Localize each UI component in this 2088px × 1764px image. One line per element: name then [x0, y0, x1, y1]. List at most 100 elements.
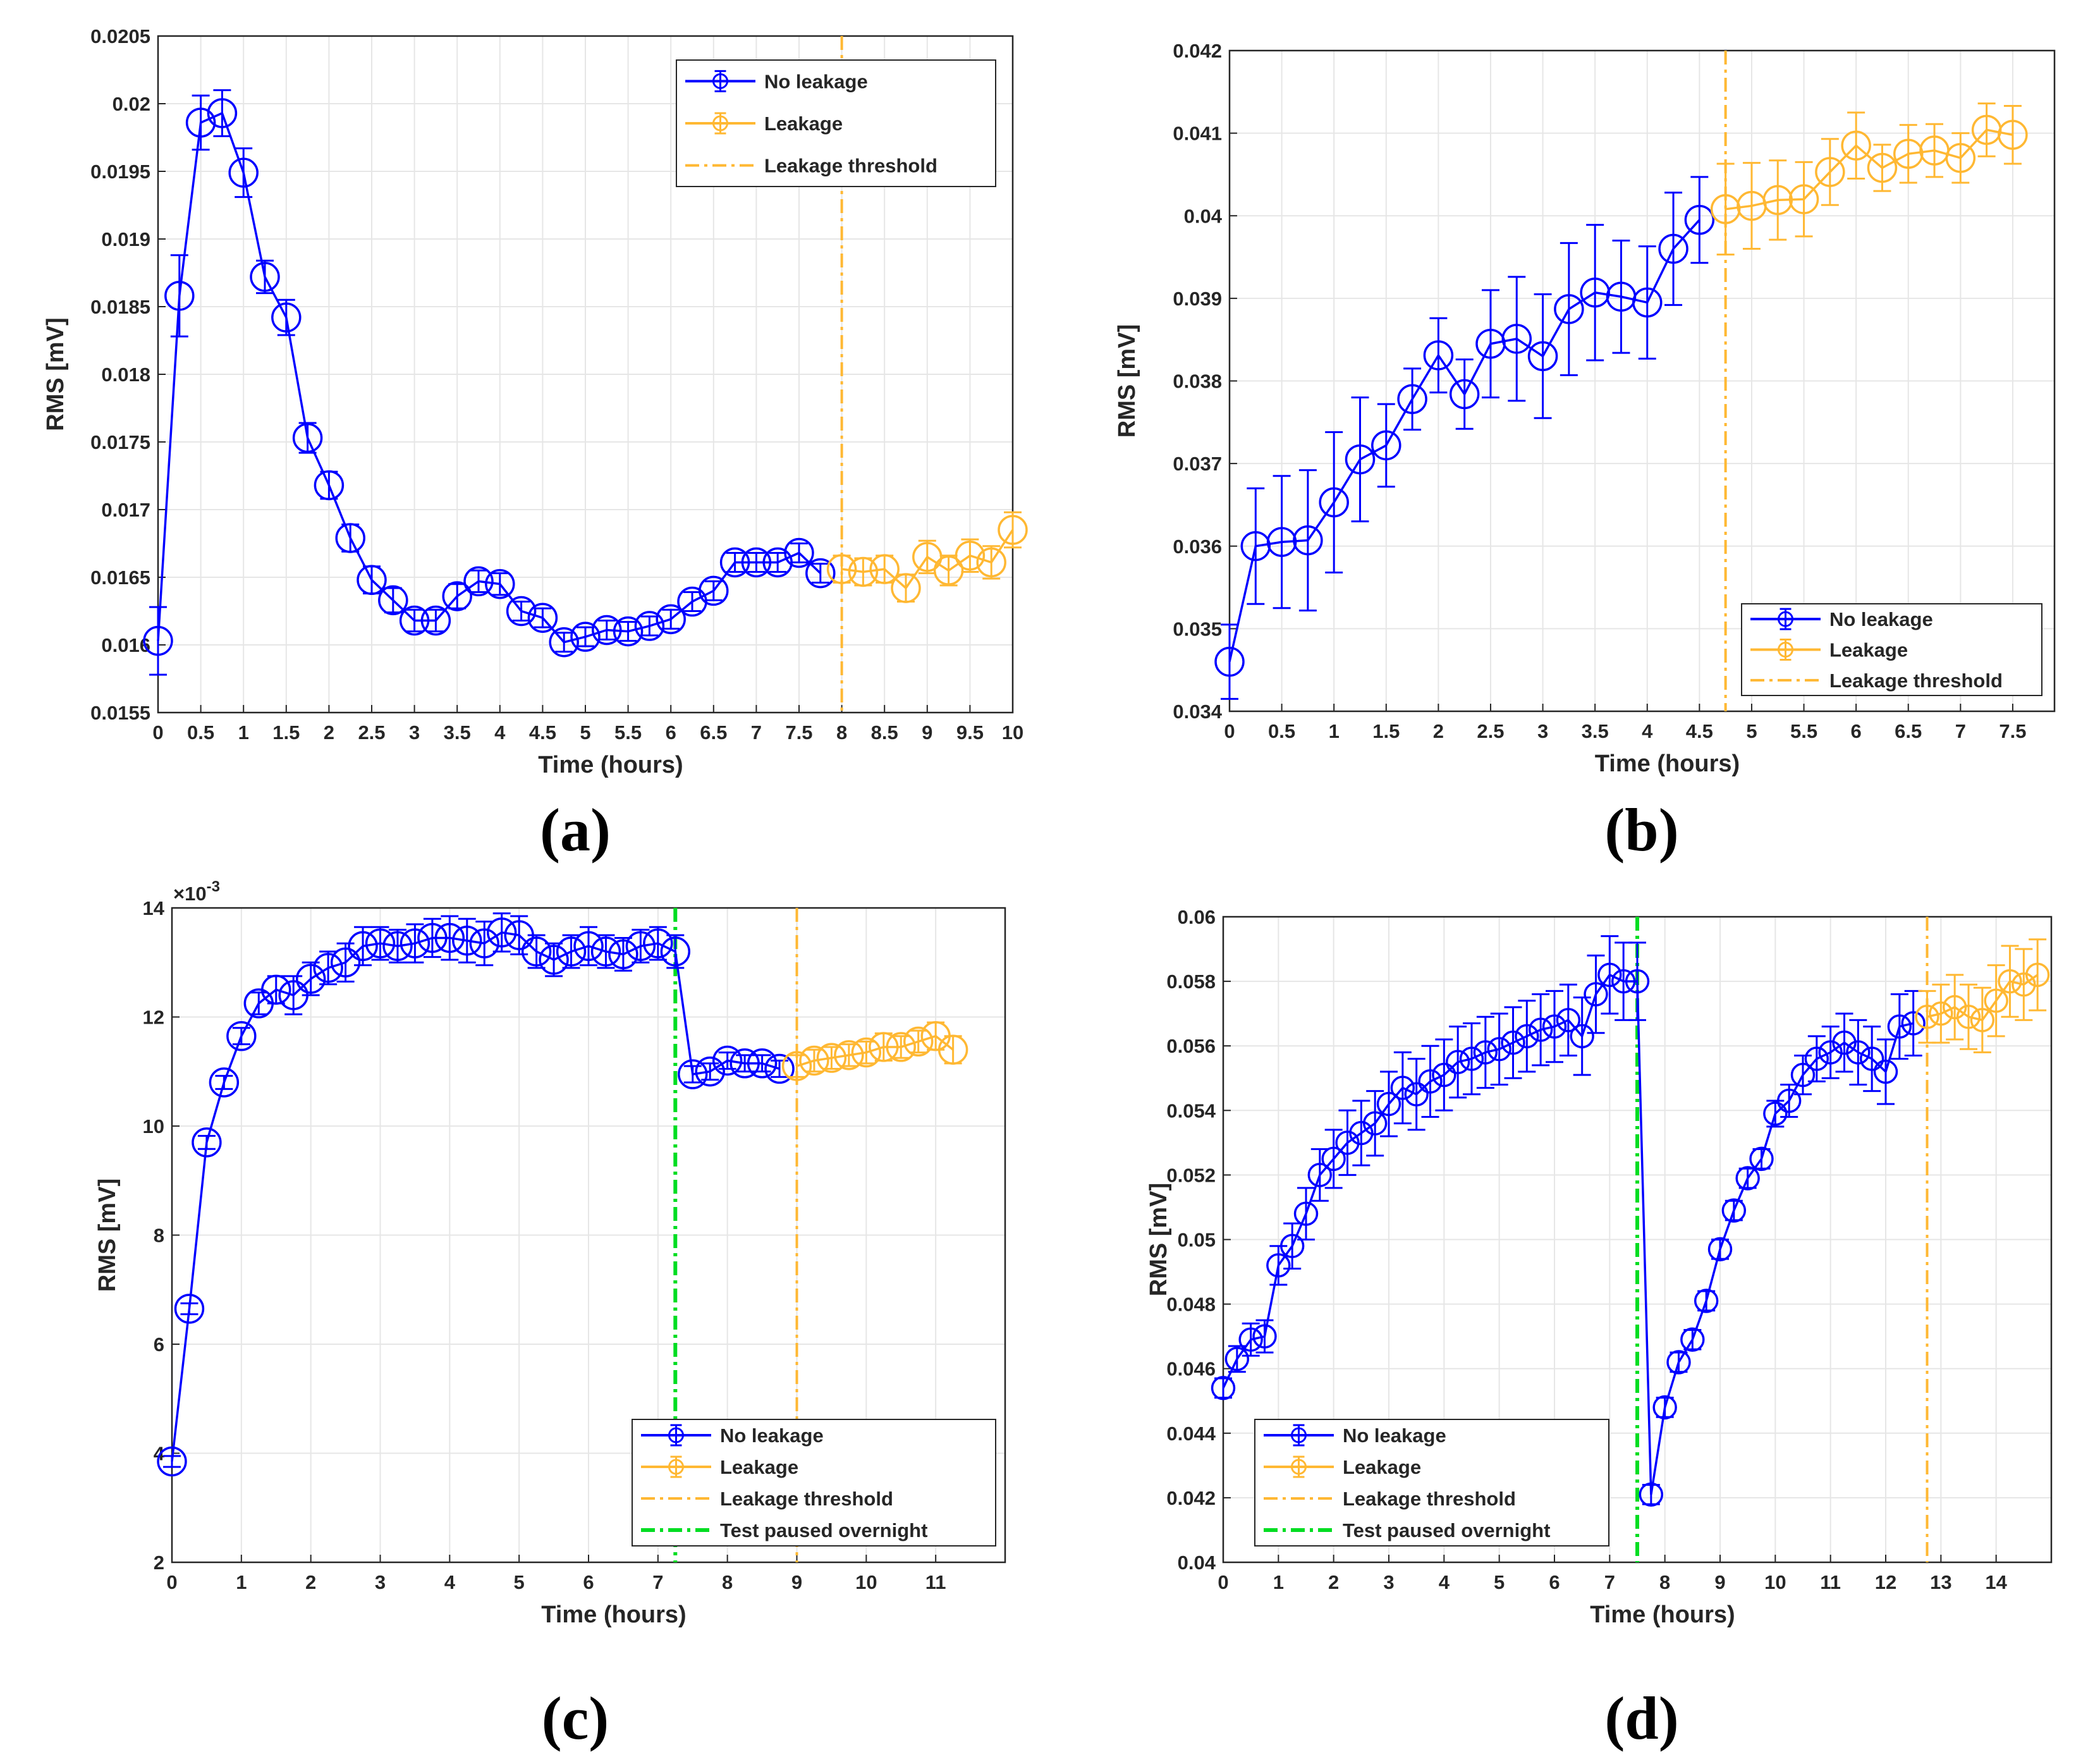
x-tick-label: 4 [494, 721, 506, 744]
data-point [330, 947, 361, 977]
x-tick-label: 4.5 [1686, 720, 1713, 742]
y-axis-label: RMS [mV] [42, 317, 69, 431]
legend-marker [1291, 1459, 1307, 1475]
y-tick-label: 0.019 [101, 228, 150, 250]
y-tick-label: 0.0175 [90, 431, 150, 453]
x-tick-label: 2.5 [358, 721, 385, 744]
x-tick-label: 1 [238, 721, 249, 744]
y-tick-label: 0.0185 [90, 296, 150, 318]
x-tick-label: 9 [922, 721, 932, 744]
legend-label: Test paused overnight [1343, 1519, 1550, 1541]
data-point [933, 555, 964, 586]
x-tick-label: 2.5 [1477, 720, 1504, 742]
data-point [1542, 1014, 1567, 1039]
data-point [1397, 384, 1427, 414]
data-point [434, 922, 465, 953]
data-point [539, 945, 569, 975]
legend-marker [1778, 642, 1793, 658]
x-tick-label: 2 [324, 721, 334, 744]
y-axis-label: RMS [mV] [1114, 324, 1140, 438]
data-point [695, 1057, 725, 1087]
x-tick-label: 0 [1218, 1571, 1228, 1593]
data-point [486, 917, 517, 948]
data-point [1666, 1350, 1691, 1375]
legend-label: Leakage [764, 113, 843, 135]
data-point [1371, 430, 1401, 461]
data-point [1611, 969, 1636, 994]
series-leakage [781, 1020, 968, 1081]
x-tick-label: 7 [751, 721, 762, 744]
legend-marker [668, 1427, 684, 1443]
y-tick-label: 0.056 [1166, 1035, 1216, 1057]
data-point [1970, 1008, 1995, 1032]
x-tick-label: 9 [791, 1571, 802, 1593]
x-tick-label: 4 [1642, 720, 1653, 742]
panel-label: (d) [1604, 1684, 1678, 1752]
legend: No leakage Leakage Leakage threshold Test p… [1254, 1419, 1609, 1547]
data-point [1867, 152, 1898, 183]
y-tick-label: 0.0165 [90, 567, 150, 589]
data-point [805, 558, 836, 589]
data-point [1362, 1111, 1388, 1136]
y-tick-label: 10 [143, 1115, 164, 1137]
data-point [784, 537, 814, 568]
x-axis-label: Time (hours) [538, 752, 683, 778]
data-point [556, 936, 587, 967]
data-point [1998, 119, 2028, 150]
data-point [1449, 379, 1480, 410]
y-tick-label: 0.034 [1173, 701, 1222, 723]
data-point [1319, 487, 1349, 518]
x-tick-label: 4.5 [529, 721, 556, 744]
data-point [506, 596, 537, 627]
x-tick-label: 2 [1328, 1571, 1339, 1593]
y-tick-label: 6 [154, 1333, 164, 1356]
x-tick-label: 8.5 [871, 721, 898, 744]
data-point [570, 622, 601, 652]
y-tick-label: 0.048 [1166, 1294, 1216, 1316]
data-point [292, 422, 323, 453]
data-point [886, 1032, 916, 1062]
y-tick-label: 0.041 [1173, 123, 1222, 145]
y-tick-label: 0.042 [1173, 40, 1222, 62]
data-point [741, 547, 772, 578]
y-tick-label: 0.036 [1173, 536, 1222, 558]
x-tick-label: 6 [1549, 1571, 1560, 1593]
legend-label: No leakage [1343, 1424, 1446, 1447]
data-point [1570, 1024, 1594, 1049]
y-tick-label: 0.044 [1166, 1423, 1216, 1445]
data-point [164, 281, 195, 311]
legend: No leakage Leakage Leakage threshold Test p… [632, 1419, 996, 1547]
data-point [335, 523, 365, 553]
series-no-leakage [157, 912, 795, 1477]
y-multiplier-base: ×10 [173, 883, 207, 905]
y-tick-label: 0.02 [113, 93, 150, 115]
data-point [1487, 1037, 1511, 1062]
series-line [796, 1034, 954, 1067]
x-tick-label: 12 [1875, 1571, 1896, 1593]
data-point [1929, 1001, 1953, 1026]
x-tick-label: 7 [652, 1571, 663, 1593]
legend-label: Leakage threshold [720, 1488, 893, 1510]
x-tick-label: 7 [1955, 720, 1966, 742]
legend-label: Leakage threshold [1829, 670, 2003, 692]
x-tick-label: 8 [1659, 1571, 1670, 1593]
data-point [1266, 527, 1297, 557]
data-point [485, 568, 515, 599]
y-tick-label: 4 [154, 1443, 165, 1465]
data-point [174, 1294, 205, 1324]
panel-label: (a) [540, 796, 611, 864]
data-point [1721, 1198, 1747, 1223]
data-point [1445, 1050, 1470, 1074]
data-point [295, 964, 326, 994]
data-point [848, 556, 879, 587]
x-axis-label: Time (hours) [541, 1602, 686, 1628]
y-multiplier-exponent: -3 [207, 878, 220, 895]
data-point [417, 922, 448, 953]
legend-label: Leakage threshold [1343, 1488, 1516, 1510]
x-tick-label: 4 [1439, 1571, 1450, 1593]
data-point [1984, 988, 2008, 1013]
y-axis-multiplier: ×10-3 [173, 878, 220, 905]
x-tick-label: 1.5 [1372, 720, 1400, 742]
legend-marker [712, 73, 728, 89]
